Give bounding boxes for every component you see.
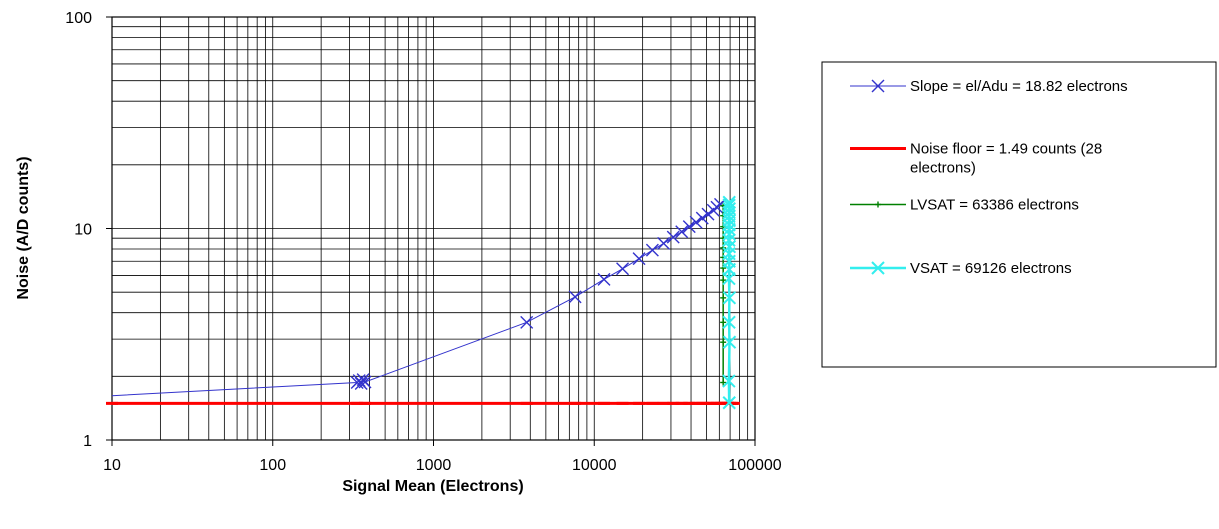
x-tick-label: 10000 bbox=[572, 457, 617, 474]
marker-plus bbox=[720, 277, 727, 284]
legend: Slope = el/Adu = 18.82 electrons Noise fl… bbox=[821, 61, 1217, 368]
legend-label: LVSAT = 63386 electrons bbox=[910, 197, 1079, 214]
marker-x bbox=[675, 225, 689, 239]
marker-x bbox=[722, 335, 737, 349]
marker-stroke bbox=[722, 315, 736, 330]
marker-stroke bbox=[695, 211, 709, 225]
marker-x bbox=[871, 79, 885, 93]
y-tick-label: 100 bbox=[65, 10, 92, 27]
marker-stroke bbox=[597, 272, 611, 286]
marker-stroke bbox=[871, 79, 885, 93]
tick-labels: 10 100 1000 10000 100000 1 10 100 bbox=[65, 10, 782, 474]
marker-x bbox=[682, 220, 696, 234]
marker-stroke bbox=[568, 290, 582, 304]
marker-x bbox=[722, 315, 736, 330]
legend-items: Slope = el/Adu = 18.82 electrons Noise fl… bbox=[850, 78, 1128, 277]
series-2 bbox=[720, 202, 727, 386]
legend-label-line: Noise floor = 1.49 counts (28 bbox=[910, 141, 1102, 158]
x-tick-label: 1000 bbox=[416, 457, 452, 474]
marker-x bbox=[689, 215, 703, 229]
marker-stroke bbox=[722, 195, 736, 210]
marker-plus bbox=[720, 339, 727, 346]
marker-x bbox=[722, 291, 737, 305]
marker-x bbox=[657, 236, 671, 250]
series-0 bbox=[111, 197, 727, 397]
marker-plus bbox=[720, 294, 727, 301]
marker-x bbox=[597, 272, 611, 286]
marker-stroke bbox=[722, 240, 737, 254]
series-line bbox=[727, 202, 731, 403]
marker-stroke bbox=[616, 262, 630, 276]
series-layer bbox=[106, 195, 740, 410]
marker-stroke bbox=[354, 376, 368, 390]
legend-item-1: Noise floor = 1.49 counts (28 electrons) bbox=[850, 141, 1102, 177]
marker-plus bbox=[720, 379, 727, 386]
legend-item-3: VSAT = 69126 electrons bbox=[850, 260, 1072, 277]
marker-stroke bbox=[682, 220, 696, 234]
x-tick-label: 100 bbox=[259, 457, 286, 474]
marker-stroke bbox=[722, 202, 737, 216]
legend-label-line: electrons) bbox=[910, 160, 976, 177]
legend-box bbox=[821, 61, 1217, 368]
marker-x bbox=[722, 202, 737, 216]
marker-stroke bbox=[675, 225, 689, 239]
marker-stroke bbox=[520, 315, 534, 329]
marker-stroke bbox=[358, 375, 372, 389]
marker-x bbox=[722, 374, 736, 388]
y-tick-label: 1 bbox=[83, 433, 92, 450]
marker-x bbox=[568, 290, 582, 304]
marker-stroke bbox=[722, 335, 737, 349]
marker-stroke bbox=[666, 230, 680, 244]
legend-label: Slope = el/Adu = 18.82 electrons bbox=[910, 78, 1128, 95]
grid bbox=[112, 17, 755, 440]
y-axis-title: Noise (A/D counts) bbox=[15, 156, 32, 299]
marker-x bbox=[871, 261, 885, 275]
marker-x bbox=[722, 195, 736, 210]
legend-label: VSAT = 69126 electrons bbox=[910, 260, 1072, 277]
marker-stroke bbox=[722, 198, 736, 212]
marker-stroke bbox=[645, 243, 659, 257]
marker-stroke bbox=[722, 396, 736, 410]
tick-marks bbox=[106, 16, 756, 446]
legend-item-2: LVSAT = 63386 electrons bbox=[850, 197, 1079, 214]
marker-stroke bbox=[632, 252, 646, 266]
marker-stroke bbox=[657, 236, 671, 250]
marker-x bbox=[354, 376, 368, 390]
marker-stroke bbox=[722, 374, 736, 388]
y-tick-label: 10 bbox=[74, 222, 92, 239]
marker-x bbox=[520, 315, 534, 329]
marker-x bbox=[722, 396, 736, 410]
x-tick-label: 100000 bbox=[728, 457, 781, 474]
legend-label: Noise floor = 1.49 counts (28 electrons) bbox=[910, 141, 1102, 177]
marker-x bbox=[722, 198, 736, 212]
marker-stroke bbox=[701, 207, 715, 221]
marker-x bbox=[632, 252, 646, 266]
marker-x bbox=[645, 243, 659, 257]
legend-item-0: Slope = el/Adu = 18.82 electrons bbox=[850, 78, 1128, 95]
marker-stroke bbox=[722, 291, 737, 305]
x-tick-label: 10 bbox=[103, 457, 121, 474]
marker-x bbox=[722, 233, 736, 247]
marker-stroke bbox=[689, 215, 703, 229]
marker-plus bbox=[720, 319, 727, 326]
x-axis-title: Signal Mean (Electrons) bbox=[342, 478, 523, 495]
series-line bbox=[111, 204, 721, 397]
marker-x bbox=[616, 262, 630, 276]
series-3 bbox=[722, 195, 737, 410]
marker-plus bbox=[875, 201, 881, 208]
marker-x bbox=[695, 211, 709, 225]
marker-x bbox=[701, 207, 715, 221]
marker-stroke bbox=[871, 261, 885, 275]
marker-x bbox=[358, 375, 372, 389]
marker-x bbox=[666, 230, 680, 244]
marker-stroke bbox=[722, 233, 736, 247]
